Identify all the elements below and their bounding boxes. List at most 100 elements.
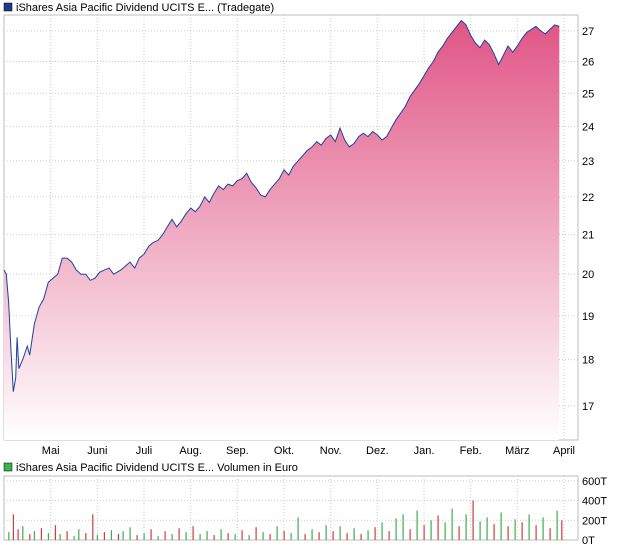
price-legend-swatch <box>3 2 13 12</box>
volume-bar <box>367 530 369 540</box>
volume-bar <box>304 534 306 540</box>
volume-bar <box>213 535 215 540</box>
volume-bar <box>47 533 49 540</box>
volume-bar <box>17 529 19 540</box>
price-y-tick-label: 21 <box>582 230 594 242</box>
price-x-tick-label: März <box>505 445 529 457</box>
price-x-tick-label: Mai <box>42 445 60 457</box>
volume-bar <box>164 531 166 540</box>
price-chart-title: iShares Asia Pacific Dividend UCITS E...… <box>16 2 274 14</box>
price-x-tick-label: Aug. <box>179 445 202 457</box>
volume-bar <box>234 534 236 540</box>
price-x-tick-label: Juli <box>136 445 153 457</box>
volume-bar <box>332 531 334 540</box>
volume-y-axis: 600T 400T 200T 0T <box>582 476 607 546</box>
volume-bar <box>381 522 383 540</box>
volume-bar <box>430 520 432 540</box>
price-x-tick-label: Nov. <box>320 445 342 457</box>
volume-bar <box>437 515 439 540</box>
volume-bar <box>276 526 278 540</box>
volume-bar <box>157 536 159 540</box>
volume-bar <box>241 530 243 540</box>
volume-bar <box>318 532 320 540</box>
volume-bar <box>444 522 446 540</box>
price-y-tick-label: 22 <box>582 192 594 204</box>
volume-bar <box>388 531 390 540</box>
volume-bar <box>143 533 145 540</box>
volume-bar <box>395 518 397 540</box>
volume-bar <box>451 508 453 540</box>
volume-y-tick-label: 400T <box>582 496 607 508</box>
volume-bar <box>122 531 124 540</box>
volume-bar <box>472 500 474 540</box>
volume-bar <box>227 533 229 540</box>
price-x-tick-label: Okt. <box>274 445 294 457</box>
price-y-tick-label: 17 <box>582 401 594 413</box>
volume-bar <box>92 514 94 540</box>
volume-bar <box>199 534 201 540</box>
volume-bar <box>311 529 313 540</box>
volume-bar <box>542 517 544 540</box>
volume-bar <box>493 524 495 540</box>
volume-bar <box>96 535 98 540</box>
price-line <box>3 19 560 392</box>
price-y-tick-label: 20 <box>582 269 594 281</box>
volume-y-tick-label: 600T <box>582 476 607 488</box>
volume-bar <box>535 525 537 540</box>
price-x-tick-label: April <box>553 445 575 457</box>
volume-bar <box>402 514 404 540</box>
volume-bar <box>458 526 460 540</box>
price-y-tick-label: 26 <box>582 57 594 69</box>
price-y-axis: 17 18 19 20 21 22 23 24 25 26 27 <box>582 26 594 413</box>
volume-bar <box>22 526 24 540</box>
volume-bar <box>521 522 523 540</box>
volume-bar <box>103 532 105 540</box>
volume-bar <box>150 529 152 540</box>
volume-bars <box>8 500 563 540</box>
volume-bar <box>423 525 425 540</box>
volume-bar <box>73 536 75 540</box>
price-y-tick-label: 24 <box>582 121 594 133</box>
volume-bar <box>269 534 271 540</box>
volume-bar <box>29 534 31 540</box>
volume-bar <box>409 529 411 540</box>
volume-bar <box>325 525 327 540</box>
volume-y-tick-label: 200T <box>582 515 607 527</box>
volume-chart-title: iShares Asia Pacific Dividend UCITS E...… <box>16 462 298 474</box>
price-y-tick-label: 27 <box>582 26 594 38</box>
volume-bar <box>556 510 558 540</box>
volume-bar <box>85 533 87 540</box>
volume-bar <box>54 525 56 540</box>
volume-bar <box>12 514 14 540</box>
volume-bar <box>40 528 42 540</box>
volume-bar <box>171 534 173 540</box>
volume-bar <box>297 517 299 540</box>
volume-bar <box>59 534 61 540</box>
price-y-tick-label: 18 <box>582 355 594 367</box>
price-y-tick-label: 25 <box>582 88 594 100</box>
volume-bar <box>117 534 119 540</box>
volume-grid <box>4 476 578 540</box>
volume-bar <box>136 535 138 540</box>
volume-bar <box>479 521 481 540</box>
volume-bar <box>206 531 208 540</box>
volume-bar <box>561 520 563 540</box>
volume-bar <box>110 530 112 540</box>
volume-bar <box>129 527 131 540</box>
volume-bar <box>374 527 376 540</box>
volume-bar <box>33 531 35 540</box>
volume-bar <box>185 532 187 540</box>
volume-bar <box>8 532 10 540</box>
price-x-axis: Mai Juni Juli Aug. Sep. Okt. Nov. Dez. Jan. Feb. M… <box>42 445 575 457</box>
volume-bar <box>66 531 68 540</box>
price-x-tick-label: Juni <box>87 445 107 457</box>
volume-bar <box>255 527 257 540</box>
volume-bar <box>528 514 530 540</box>
price-x-tick-label: Dez. <box>366 445 389 457</box>
volume-bar <box>262 532 264 540</box>
volume-bar <box>283 531 285 540</box>
volume-plot-frame <box>3 475 579 541</box>
volume-bar <box>465 514 467 540</box>
price-y-tick-label: 23 <box>582 156 594 168</box>
